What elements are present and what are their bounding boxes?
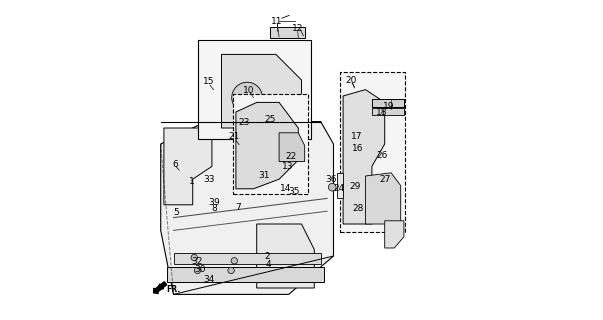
Text: 6: 6 [172, 160, 178, 169]
Text: 15: 15 [203, 77, 215, 86]
Text: 22: 22 [286, 152, 297, 161]
Text: 33: 33 [204, 175, 215, 184]
Circle shape [232, 82, 262, 113]
Text: 21: 21 [229, 132, 240, 141]
Text: 32: 32 [191, 257, 202, 266]
Text: 35: 35 [288, 187, 300, 196]
Text: 14: 14 [280, 184, 292, 193]
Text: 4: 4 [266, 260, 272, 269]
Text: 23: 23 [239, 118, 250, 127]
Polygon shape [385, 221, 404, 248]
Circle shape [329, 183, 336, 191]
Polygon shape [221, 54, 302, 128]
Circle shape [194, 267, 201, 274]
Text: 2: 2 [264, 252, 270, 261]
Text: FR.: FR. [166, 285, 180, 294]
Text: 5: 5 [173, 208, 178, 217]
Text: 18: 18 [376, 108, 388, 117]
Text: 25: 25 [265, 115, 276, 124]
Text: 27: 27 [380, 175, 391, 184]
Text: 8: 8 [212, 204, 217, 212]
FancyArrow shape [154, 282, 166, 293]
Text: 10: 10 [243, 86, 254, 95]
Text: 31: 31 [258, 171, 270, 180]
Text: 34: 34 [203, 275, 215, 284]
Text: 26: 26 [376, 151, 388, 160]
Text: 7: 7 [235, 203, 241, 212]
Bar [340, 72, 405, 232]
Bar [198, 40, 311, 139]
Text: 28: 28 [352, 204, 364, 213]
Polygon shape [167, 267, 324, 282]
Polygon shape [161, 122, 333, 294]
Text: 19: 19 [383, 102, 394, 111]
Circle shape [228, 267, 235, 274]
Text: 17: 17 [351, 132, 362, 141]
Text: 1: 1 [189, 177, 195, 186]
Polygon shape [337, 173, 343, 198]
Text: 11: 11 [271, 17, 283, 26]
Polygon shape [372, 108, 404, 115]
Text: 29: 29 [349, 182, 361, 191]
Polygon shape [257, 224, 314, 288]
Text: 24: 24 [333, 184, 344, 193]
Bar [233, 94, 308, 194]
Text: 36: 36 [325, 175, 336, 184]
Text: 9: 9 [213, 198, 219, 207]
Text: 12: 12 [292, 24, 303, 33]
Text: 16: 16 [352, 144, 364, 153]
Polygon shape [279, 133, 305, 162]
Polygon shape [236, 102, 298, 189]
Text: 3: 3 [209, 198, 214, 207]
Polygon shape [174, 253, 321, 264]
Text: 13: 13 [282, 162, 294, 171]
Polygon shape [270, 27, 305, 38]
Text: 30: 30 [194, 265, 206, 274]
Polygon shape [365, 173, 401, 224]
Text: 20: 20 [346, 76, 357, 85]
Polygon shape [343, 90, 385, 224]
Circle shape [191, 254, 198, 261]
Circle shape [231, 258, 238, 264]
Polygon shape [164, 128, 212, 205]
Polygon shape [372, 99, 404, 107]
